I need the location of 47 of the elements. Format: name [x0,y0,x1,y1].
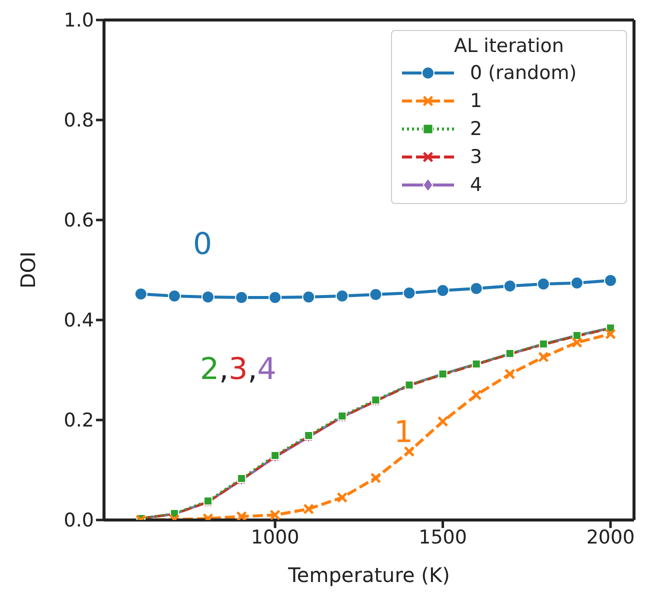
point [168,290,181,302]
point [235,291,248,304]
y-tick-label: 1.0 [64,10,94,32]
point [605,328,616,340]
legend-label: 1 [470,90,482,112]
y-tick-label: 0.2 [64,410,94,432]
point [236,511,247,520]
x-tick-label: 1000 [250,526,300,548]
legend-label: 0 (random) [470,62,577,84]
point [538,352,549,362]
point [134,288,148,300]
point [470,282,483,295]
legend-label: 2 [470,118,482,140]
point [437,416,448,427]
legend-label: 4 [470,174,482,196]
annotation: 1 [394,415,414,450]
y-axis-title: DOI [16,251,40,289]
point [270,510,281,520]
point [504,368,516,380]
point [303,504,314,514]
y-tick-label: 0.4 [64,310,94,332]
legend-title: AL iteration [453,35,565,57]
annotation: 2,3,4 [200,352,276,387]
point [336,290,349,302]
point [268,291,282,304]
point [201,290,214,304]
point [402,286,416,300]
point [370,472,382,484]
point [336,492,348,503]
point [604,274,618,287]
point [436,284,450,297]
point [503,280,516,292]
y-tick-label: 0.8 [64,110,94,132]
point [570,276,584,290]
x-tick-label: 2000 [586,526,635,548]
point [369,288,382,301]
annotation: 0 [193,227,212,262]
legend-label: 3 [470,146,482,168]
y-tick-label: 0.6 [64,210,94,232]
point [404,446,415,457]
y-tick-label: 0.0 [64,510,94,532]
point [572,337,582,348]
point [302,290,316,304]
x-axis-title: Temperature (K) [287,563,450,587]
point [470,390,482,400]
x-tick-label: 1500 [418,526,467,548]
point [536,278,550,290]
